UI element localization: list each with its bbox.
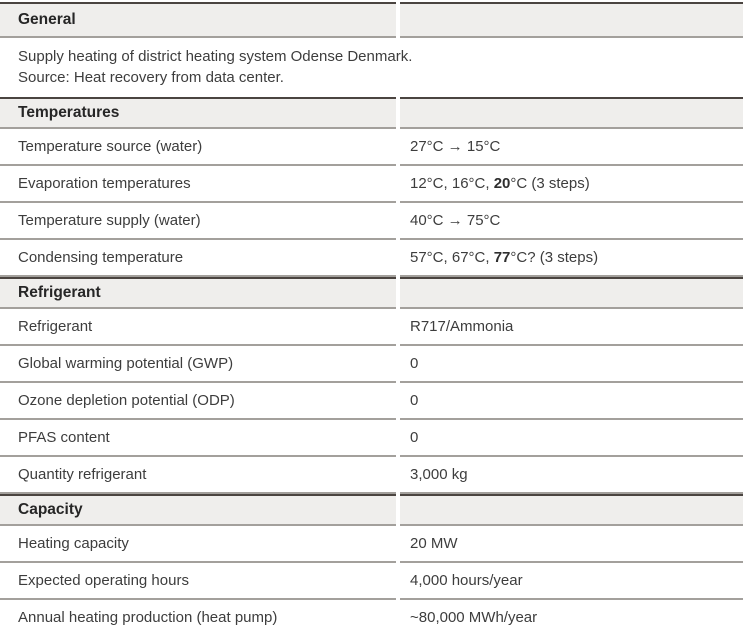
row-label: Ozone depletion potential (ODP) [0,383,396,420]
value-segment: °C (3 steps) [510,175,590,192]
row-label: Temperature supply (water) [0,203,396,240]
value-segment: °C? (3 steps) [510,249,599,266]
description-line: Supply heating of district heating syste… [18,48,413,65]
section-title: Refrigerant [0,277,396,309]
value-segment: R717/Ammonia [410,318,514,335]
row-label: Temperature source (water) [0,129,396,166]
row-value: 57°C, 67°C, 77°C? (3 steps) [400,240,743,277]
table-row: Refrigerant R717/Ammonia [0,309,743,346]
section-header-spacer [400,277,743,309]
table-row: Quantity refrigerant 3,000 kg [0,457,743,494]
row-label: Heating capacity [0,526,396,563]
value-segment: 0 [410,355,419,372]
value-segment: 40°C → 75°C [410,212,501,229]
row-label: Expected operating hours [0,563,396,600]
row-label: Condensing temperature [0,240,396,277]
value-segment: 4,000 hours/year [410,572,523,589]
section-header-general: General [0,2,743,38]
value-segment: ~80,000 MWh/year [410,609,538,626]
value-segment: 20 MW [410,535,458,552]
row-label: Annual heating production (heat pump) [0,600,396,628]
table-row: Expected operating hours 4,000 hours/year [0,563,743,600]
table-row: Ozone depletion potential (ODP) 0 [0,383,743,420]
row-label: Evaporation temperatures [0,166,396,203]
section-header-refrigerant: Refrigerant [0,277,743,309]
value-segment: 0 [410,392,419,409]
row-value: 27°C → 15°C [400,129,743,166]
table-row: Annual heating production (heat pump) ~80… [0,600,743,628]
table-row: Heating capacity 20 MW [0,526,743,563]
section-header-spacer [400,494,743,526]
section-title: General [0,2,396,38]
row-value: 0 [400,346,743,383]
row-value: 40°C → 75°C [400,203,743,240]
row-value: 3,000 kg [400,457,743,494]
row-value: 4,000 hours/year [400,563,743,600]
table-row: Temperature supply (water) 40°C → 75°C [0,203,743,240]
value-segment: 57°C, 67°C, [410,249,494,266]
row-value: 0 [400,420,743,457]
section-description-general: Supply heating of district heating syste… [0,38,743,97]
value-segment: 0 [410,429,419,446]
row-value: 20 MW [400,526,743,563]
value-segment: 3,000 kg [410,466,468,483]
section-title: Temperatures [0,97,396,129]
description-line: Source: Heat recovery from data center. [18,69,284,86]
value-segment-bold: 20 [493,175,511,192]
table-row: Evaporation temperatures 12°C, 16°C, 20°C… [0,166,743,203]
value-segment: 12°C, 16°C, [410,175,494,192]
section-header-spacer [400,97,743,129]
row-label: Quantity refrigerant [0,457,396,494]
table-row: Global warming potential (GWP) 0 [0,346,743,383]
section-header-spacer [400,2,743,38]
section-header-temperatures: Temperatures [0,97,743,129]
table-row: Temperature source (water) 27°C → 15°C [0,129,743,166]
value-segment-bold: 77 [493,249,511,266]
row-value: 0 [400,383,743,420]
table-row: Condensing temperature 57°C, 67°C, 77°C? … [0,240,743,277]
table-row: PFAS content 0 [0,420,743,457]
section-header-capacity: Capacity [0,494,743,526]
row-label: Global warming potential (GWP) [0,346,396,383]
row-value: ~80,000 MWh/year [400,600,743,628]
row-value: 12°C, 16°C, 20°C (3 steps) [400,166,743,203]
section-title: Capacity [0,494,396,526]
row-label: Refrigerant [0,309,396,346]
row-value: R717/Ammonia [400,309,743,346]
row-label: PFAS content [0,420,396,457]
value-segment: 27°C → 15°C [410,138,501,155]
